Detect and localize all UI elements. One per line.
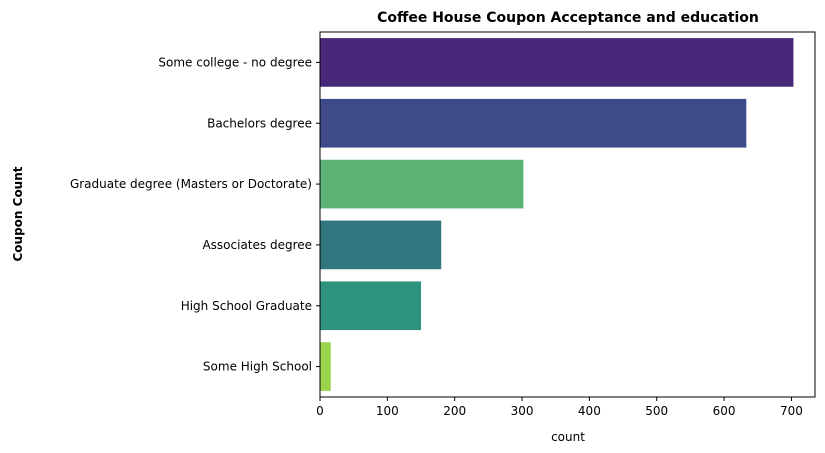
y-tick-label: Some High School: [203, 360, 312, 374]
y-tick-label: High School Graduate: [181, 299, 312, 313]
bar-6: [320, 342, 331, 391]
y-axis-label: Coupon Count: [11, 166, 25, 261]
chart-title: Coffee House Coupon Acceptance and educa…: [377, 10, 759, 26]
bar-5: [320, 281, 422, 331]
plot-frame: [319, 31, 816, 398]
bar-1: [320, 38, 794, 87]
x-tick-label: 100: [376, 404, 399, 418]
bar-3: [320, 159, 524, 209]
x-tick-label: 0: [316, 404, 324, 418]
y-tick-label: Some college - no degree: [158, 55, 312, 69]
x-tick-label: 600: [713, 404, 736, 418]
x-tick-label: 700: [780, 404, 803, 418]
x-axis-label: count: [551, 430, 585, 444]
y-tick-label: Associates degree: [202, 238, 312, 252]
x-tick-label: 300: [511, 404, 534, 418]
x-tick-label: 400: [578, 404, 601, 418]
x-tick-label: 500: [645, 404, 668, 418]
y-tick-label: Graduate degree (Masters or Doctorate): [70, 177, 312, 191]
plot-area: Some college - no degree Bachelors degree…: [70, 31, 816, 418]
x-tick-label: 200: [443, 404, 466, 418]
bar-2: [320, 98, 747, 148]
bar-4: [320, 220, 442, 270]
y-tick-label: Bachelors degree: [207, 116, 312, 130]
